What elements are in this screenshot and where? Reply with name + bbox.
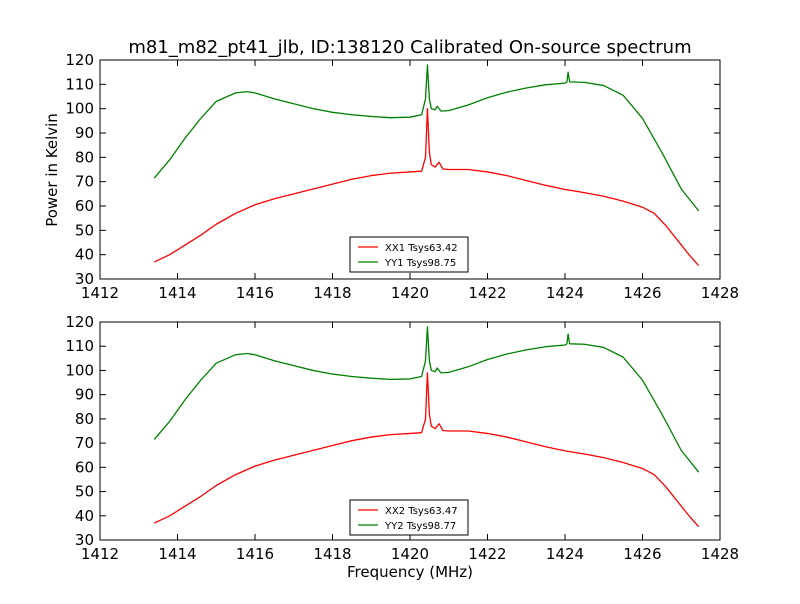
y-tick-label: 90 bbox=[75, 386, 94, 404]
x-tick-label: 1420 bbox=[391, 545, 429, 563]
x-tick-label: 1414 bbox=[158, 284, 196, 302]
y-tick-label: 100 bbox=[65, 100, 94, 118]
x-tick-label: 1414 bbox=[158, 545, 196, 563]
y-tick-label: 60 bbox=[75, 197, 94, 215]
x-tick-label: 1418 bbox=[313, 545, 351, 563]
x-tick-label: 1422 bbox=[468, 545, 506, 563]
y-tick-label: 50 bbox=[75, 483, 94, 501]
bottom-plot: 1412 1414 1416 1418 1420 1422 1424 1426 1428 30 40… bbox=[65, 313, 739, 563]
y-tick-label: 60 bbox=[75, 458, 94, 476]
series-line-yy-plot1 bbox=[153, 64, 700, 212]
x-tick-label: 1428 bbox=[701, 545, 739, 563]
x-tick-label: 1416 bbox=[236, 284, 274, 302]
y-tick-label: 40 bbox=[75, 507, 94, 525]
y-tick-label: 70 bbox=[75, 173, 94, 191]
legend-entry-label: XX1 Tsys63.42 bbox=[385, 243, 458, 254]
series-line-xx-plot1 bbox=[153, 108, 700, 267]
x-tick-label: 1426 bbox=[623, 545, 661, 563]
y-tick-label: 110 bbox=[65, 75, 94, 93]
y-tick-label: 110 bbox=[65, 337, 94, 355]
y-tick-label: 50 bbox=[75, 221, 94, 239]
x-tick-label: 1428 bbox=[701, 284, 739, 302]
y-tick-label: 70 bbox=[75, 434, 94, 452]
y-tick-label: 120 bbox=[65, 313, 94, 331]
y-tick-label: 80 bbox=[75, 148, 94, 166]
top-plot: 1412 1414 1416 1418 1420 1422 1424 1426 1428 30 40… bbox=[65, 51, 739, 302]
x-tick-label: 1426 bbox=[623, 284, 661, 302]
series-line-xx-plot2 bbox=[153, 372, 700, 528]
y-tick-label: 120 bbox=[65, 51, 94, 69]
x-tick-label: 1412 bbox=[81, 545, 119, 563]
x-tick-label: 1422 bbox=[468, 284, 506, 302]
legend-entry-label: XX2 Tsys63.47 bbox=[385, 506, 458, 517]
series-line-yy-plot2 bbox=[153, 326, 700, 473]
legend: XX2 Tsys63.47 YY2 Tsys98.77 bbox=[349, 499, 469, 536]
y-tick-label: 30 bbox=[75, 270, 94, 288]
y-axis-label: Power in Kelvin bbox=[43, 113, 61, 227]
x-tick-label: 1424 bbox=[546, 284, 584, 302]
x-axis-label: Frequency (MHz) bbox=[347, 563, 473, 581]
y-tick-label: 80 bbox=[75, 410, 94, 428]
y-tick-label: 40 bbox=[75, 246, 94, 264]
x-tick-label: 1420 bbox=[391, 284, 429, 302]
x-tick-label: 1412 bbox=[81, 284, 119, 302]
y-tick-label: 100 bbox=[65, 361, 94, 379]
x-tick-label: 1418 bbox=[313, 284, 351, 302]
legend-entry-label: YY1 Tsys98.75 bbox=[384, 258, 456, 269]
legend-entry-label: YY2 Tsys98.77 bbox=[384, 521, 456, 532]
chart-title: m81_m82_pt41_jlb, ID:138120 Calibrated O… bbox=[128, 37, 691, 58]
legend-box bbox=[349, 236, 469, 273]
x-tick-label: 1424 bbox=[546, 545, 584, 563]
legend: XX1 Tsys63.42 YY1 Tsys98.75 bbox=[349, 236, 469, 273]
x-tick-label: 1416 bbox=[236, 545, 274, 563]
y-tick-label: 30 bbox=[75, 531, 94, 549]
y-tick-label: 90 bbox=[75, 124, 94, 142]
legend-box bbox=[349, 499, 469, 536]
